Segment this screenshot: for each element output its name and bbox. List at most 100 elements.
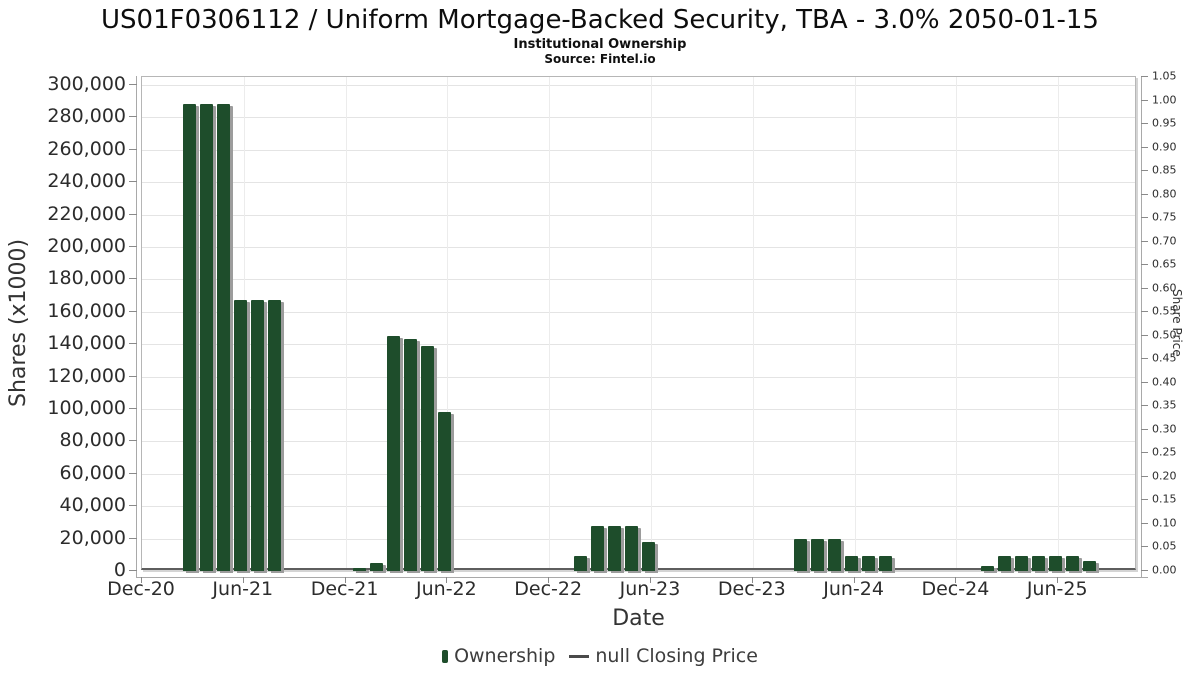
ownership-bar[interactable] [421,346,434,571]
y-tick-label-right: 0.50 [1152,328,1177,342]
ownership-bar[interactable] [574,556,587,571]
y-tick-mark-right [1141,405,1148,407]
y-axis-spine-left [136,76,137,577]
ownership-bar[interactable] [811,539,824,571]
ownership-bar[interactable] [370,563,383,571]
x-tick-mark [242,577,244,583]
y-tick-mark-right [1141,193,1148,195]
y-tick-label-right: 0.60 [1152,281,1177,295]
y-tick-mark-left [129,505,137,507]
y-tick-label-left: 100,000 [47,397,126,419]
ownership-bar[interactable] [794,539,807,571]
ownership-bar[interactable] [1032,556,1045,571]
y-tick-mark-right [1141,546,1148,548]
ownership-bar[interactable] [1066,556,1079,571]
y-tick-mark-left [129,408,137,409]
y-tick-mark-left [129,472,137,474]
ownership-bar[interactable] [1083,561,1096,571]
legend-label-ownership: Ownership [454,645,556,667]
ownership-bar[interactable] [642,542,655,571]
y-tick-label-left: 40,000 [59,494,126,517]
chart-subtitle: Institutional Ownership [513,37,687,52]
y-tick-label-left: 80,000 [59,429,126,452]
horizontal-gridline [142,117,1135,119]
x-tick-label: Dec-20 [107,578,175,600]
x-tick-mark [1057,577,1059,583]
legend-item-ownership[interactable]: Ownership [442,645,555,667]
vertical-gridline [752,77,754,568]
ownership-bar[interactable] [879,556,892,571]
y-tick-label-left: 120,000 [47,364,126,387]
horizontal-gridline [142,85,1135,86]
x-tick-mark [446,577,448,583]
ownership-bar[interactable] [591,526,604,571]
x-tick-mark [548,577,550,583]
ownership-bar[interactable] [353,568,366,571]
vertical-gridline [854,77,856,568]
horizontal-gridline [142,149,1135,151]
x-axis-spine [136,577,1148,578]
ownership-bar[interactable] [268,300,281,571]
y-tick-mark-right [1141,240,1148,242]
y-tick-mark-left [129,278,137,280]
y-tick-mark-right [1141,381,1148,383]
y-tick-label-left: 260,000 [47,137,126,160]
y-tick-label-left: 220,000 [47,202,126,225]
y-tick-mark-left [129,181,137,183]
ownership-bar[interactable] [981,566,994,571]
ownership-bar[interactable] [625,526,638,571]
y-tick-label-left: 280,000 [47,105,126,128]
horizontal-gridline [142,279,1135,281]
ownership-bar[interactable] [998,556,1011,571]
y-tick-label-right: 0.90 [1152,140,1177,154]
ownership-bar[interactable] [387,336,400,571]
y-tick-mark-right [1141,264,1148,266]
horizontal-gridline [142,409,1135,410]
y-tick-mark-left [129,310,137,312]
y-tick-mark-left [129,148,137,150]
y-tick-mark-right [1141,334,1148,336]
y-tick-label-left: 180,000 [47,267,126,290]
ownership-bar[interactable] [862,556,875,571]
horizontal-gridline [142,247,1135,248]
y-tick-mark-left [129,84,137,85]
ownership-bar[interactable] [438,412,451,571]
ownership-bar[interactable] [1015,556,1028,571]
ownership-bar[interactable] [251,300,264,571]
ownership-bar[interactable] [217,104,230,571]
y-tick-mark-right [1141,522,1148,524]
y-tick-mark-left [129,440,137,442]
x-tick-label: Jun-21 [212,578,274,600]
ownership-bar[interactable] [1049,556,1062,571]
chart-source: Source: Fintel.io [544,52,656,66]
legend-item-closing-price[interactable]: null Closing Price [569,645,758,667]
x-tick-mark [650,577,651,583]
y-tick-label-right: 0.55 [1152,304,1177,318]
vertical-gridline [956,77,958,568]
y-tick-mark-right [1141,428,1148,430]
y-tick-label-left: 300,000 [47,73,126,95]
ownership-bar[interactable] [200,104,213,571]
x-tick-mark [344,577,346,583]
y-tick-mark-right [1141,499,1148,501]
y-tick-mark-right [1141,76,1148,77]
y-tick-label-left: 140,000 [47,332,126,355]
ownership-bar[interactable] [183,104,196,571]
ownership-bar[interactable] [845,556,858,571]
y-tick-label-right: 0.75 [1152,210,1177,224]
ownership-bar[interactable] [234,300,247,571]
y-tick-label-left: 200,000 [47,235,126,257]
horizontal-gridline [142,473,1135,475]
x-tick-label: Dec-22 [514,578,583,600]
y-tick-label-left: 60,000 [59,461,126,484]
ownership-bar[interactable] [404,339,417,571]
ownership-bar[interactable] [608,526,621,571]
horizontal-gridline [142,538,1135,540]
y-tick-label-right: 0.85 [1152,163,1177,177]
chart-title: US01F0306112 / Uniform Mortgage-Backed S… [101,5,1099,35]
y-tick-mark-right [1141,287,1148,289]
horizontal-gridline [142,506,1135,508]
y-tick-label-left: 240,000 [47,170,126,193]
ownership-bar[interactable] [828,539,841,571]
